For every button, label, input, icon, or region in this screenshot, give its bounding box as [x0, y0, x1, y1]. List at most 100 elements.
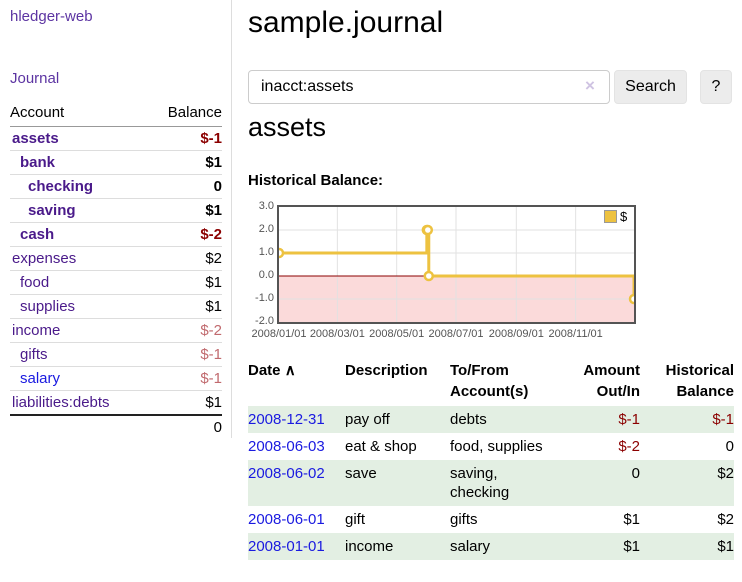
- x-axis-tick-label: 2008/05/01: [369, 328, 425, 340]
- accounts-table: Account Balance assets $-1 bank $1 check…: [10, 102, 222, 439]
- account-link-liabilities-debts[interactable]: liabilities:debts: [12, 394, 110, 411]
- account-link-expenses[interactable]: expenses: [12, 250, 77, 267]
- transaction-row: 2008-06-03 eat & shop food, supplies $-2…: [248, 433, 734, 460]
- transaction-date-link[interactable]: 2008-12-31: [248, 411, 325, 428]
- account-balance: $1: [147, 270, 222, 295]
- search-form: × Search ?: [248, 70, 734, 104]
- x-axis-tick-label: 2008/09/01: [488, 328, 544, 340]
- transaction-description: gift: [345, 511, 366, 528]
- transaction-amount: $1: [560, 533, 640, 560]
- transaction-date-link[interactable]: 2008-06-02: [248, 465, 325, 482]
- account-link-supplies[interactable]: supplies: [20, 298, 76, 315]
- account-row: gifts $-1: [10, 342, 222, 367]
- transaction-amount: 0: [560, 460, 640, 506]
- description-column-header: Description: [345, 362, 428, 379]
- account-link-assets[interactable]: assets: [12, 130, 59, 147]
- x-axis-tick-label: 2008/03/01: [309, 328, 365, 340]
- brand-link[interactable]: hledger-web: [10, 8, 93, 25]
- legend-swatch: [604, 210, 617, 223]
- balance-column-header: Balance: [147, 102, 222, 127]
- account-link-checking[interactable]: checking: [28, 178, 94, 195]
- legend-label: $: [620, 209, 628, 224]
- date-column-header[interactable]: Date ∧: [248, 362, 296, 379]
- transaction-row: 2008-06-01 gift gifts $1 $2: [248, 506, 734, 533]
- transaction-amount: $-2: [618, 438, 640, 455]
- y-axis-tick-label: 1.0: [258, 246, 274, 258]
- y-axis-tick-label: 3.0: [258, 200, 274, 212]
- chart-plot-area: [277, 205, 636, 324]
- transaction-description: save: [345, 460, 450, 506]
- accounts-column-header: To/From Account(s): [450, 362, 529, 400]
- account-row: checking 0: [10, 174, 222, 199]
- transaction-accounts: gifts: [450, 511, 478, 528]
- account-row: saving $1: [10, 198, 222, 223]
- account-balance: $1: [147, 390, 222, 416]
- transaction-date-link[interactable]: 2008-06-03: [248, 438, 325, 455]
- account-balance: $1: [147, 294, 222, 319]
- account-row: bank $1: [10, 150, 222, 175]
- account-balance: $-1: [147, 126, 222, 151]
- account-balance: $-1: [147, 366, 222, 391]
- data-point-marker: [423, 270, 435, 282]
- account-column-header: Account: [10, 102, 148, 127]
- account-link-gifts[interactable]: gifts: [20, 346, 48, 363]
- account-balance: $-2: [147, 318, 222, 343]
- data-point-marker: [628, 293, 634, 305]
- x-axis-tick-label: 2008/01/01: [251, 328, 307, 340]
- account-row: cash $-2: [10, 222, 222, 247]
- data-point-marker: [279, 247, 285, 259]
- y-axis-tick-label: -2.0: [255, 315, 274, 327]
- transaction-amount: $-1: [560, 406, 640, 433]
- account-link-saving[interactable]: saving: [28, 202, 76, 219]
- amount-column-header: Amount Out/In: [583, 362, 640, 400]
- accounts-table-header: Account Balance: [10, 102, 222, 127]
- chart-legend: $: [604, 209, 627, 224]
- account-balance: $1: [147, 198, 222, 223]
- account-link-cash[interactable]: cash: [20, 226, 55, 243]
- transaction-accounts: debts: [450, 406, 560, 433]
- balance-column-header: Historical Balance: [665, 362, 734, 400]
- help-button[interactable]: ?: [700, 70, 732, 104]
- sidebar: hledger-web Journal Account Balance asse…: [0, 0, 232, 439]
- account-balance: $-1: [147, 342, 222, 367]
- y-axis-tick-label: 0.0: [258, 269, 274, 281]
- account-row: income $-2: [10, 318, 222, 343]
- transaction-row: 2008-01-01 income salary $1 $1: [248, 533, 734, 560]
- account-row: supplies $1: [10, 294, 222, 319]
- register-table: Date ∧ Description To/From Account(s) Am…: [248, 356, 734, 560]
- y-axis-tick-label: -1.0: [255, 292, 274, 304]
- transaction-date-link[interactable]: 2008-06-01: [248, 511, 325, 528]
- account-heading: assets: [248, 112, 327, 142]
- transaction-balance: $-1: [640, 406, 734, 433]
- clear-search-icon[interactable]: ×: [585, 76, 595, 95]
- account-row: expenses $2: [10, 246, 222, 271]
- transaction-balance: $1: [640, 533, 734, 560]
- account-row: liabilities:debts $1: [10, 390, 222, 416]
- account-link-income[interactable]: income: [12, 322, 61, 339]
- chart-title: Historical Balance:: [248, 172, 384, 189]
- sidebar-item-journal[interactable]: Journal: [10, 70, 60, 87]
- account-balance: $-2: [147, 222, 222, 247]
- accounts-total-value: 0: [147, 414, 222, 439]
- transaction-row: 2008-06-02 save saving, checking 0 $2: [248, 460, 734, 506]
- transaction-accounts: saving, checking: [450, 460, 560, 506]
- transaction-balance: $2: [717, 511, 734, 528]
- transaction-accounts: food, supplies: [450, 438, 543, 455]
- page-title: sample.journal: [248, 6, 444, 39]
- y-axis-tick-label: 2.0: [258, 223, 274, 235]
- transaction-amount: $1: [623, 511, 640, 528]
- account-balance: $1: [147, 150, 222, 175]
- historical-balance-chart: $ 3.0 2.0 1.0 0.0 -1.0 -2.0 2008/01/01 2008/03/…: [248, 198, 734, 346]
- account-balance: 0: [147, 174, 222, 199]
- transaction-description: eat & shop: [345, 438, 417, 455]
- x-axis-tick-label: 2008/07/01: [428, 328, 484, 340]
- account-link-food[interactable]: food: [20, 274, 50, 291]
- account-link-salary[interactable]: salary: [20, 370, 61, 387]
- transaction-date-link[interactable]: 2008-01-01: [248, 538, 325, 555]
- search-button[interactable]: Search: [614, 70, 687, 104]
- sort-ascending-icon: ∧: [284, 362, 296, 379]
- account-link-bank[interactable]: bank: [20, 154, 56, 171]
- search-input[interactable]: [248, 70, 610, 104]
- account-row: salary $-1: [10, 366, 222, 391]
- accounts-total-row: 0: [10, 414, 222, 439]
